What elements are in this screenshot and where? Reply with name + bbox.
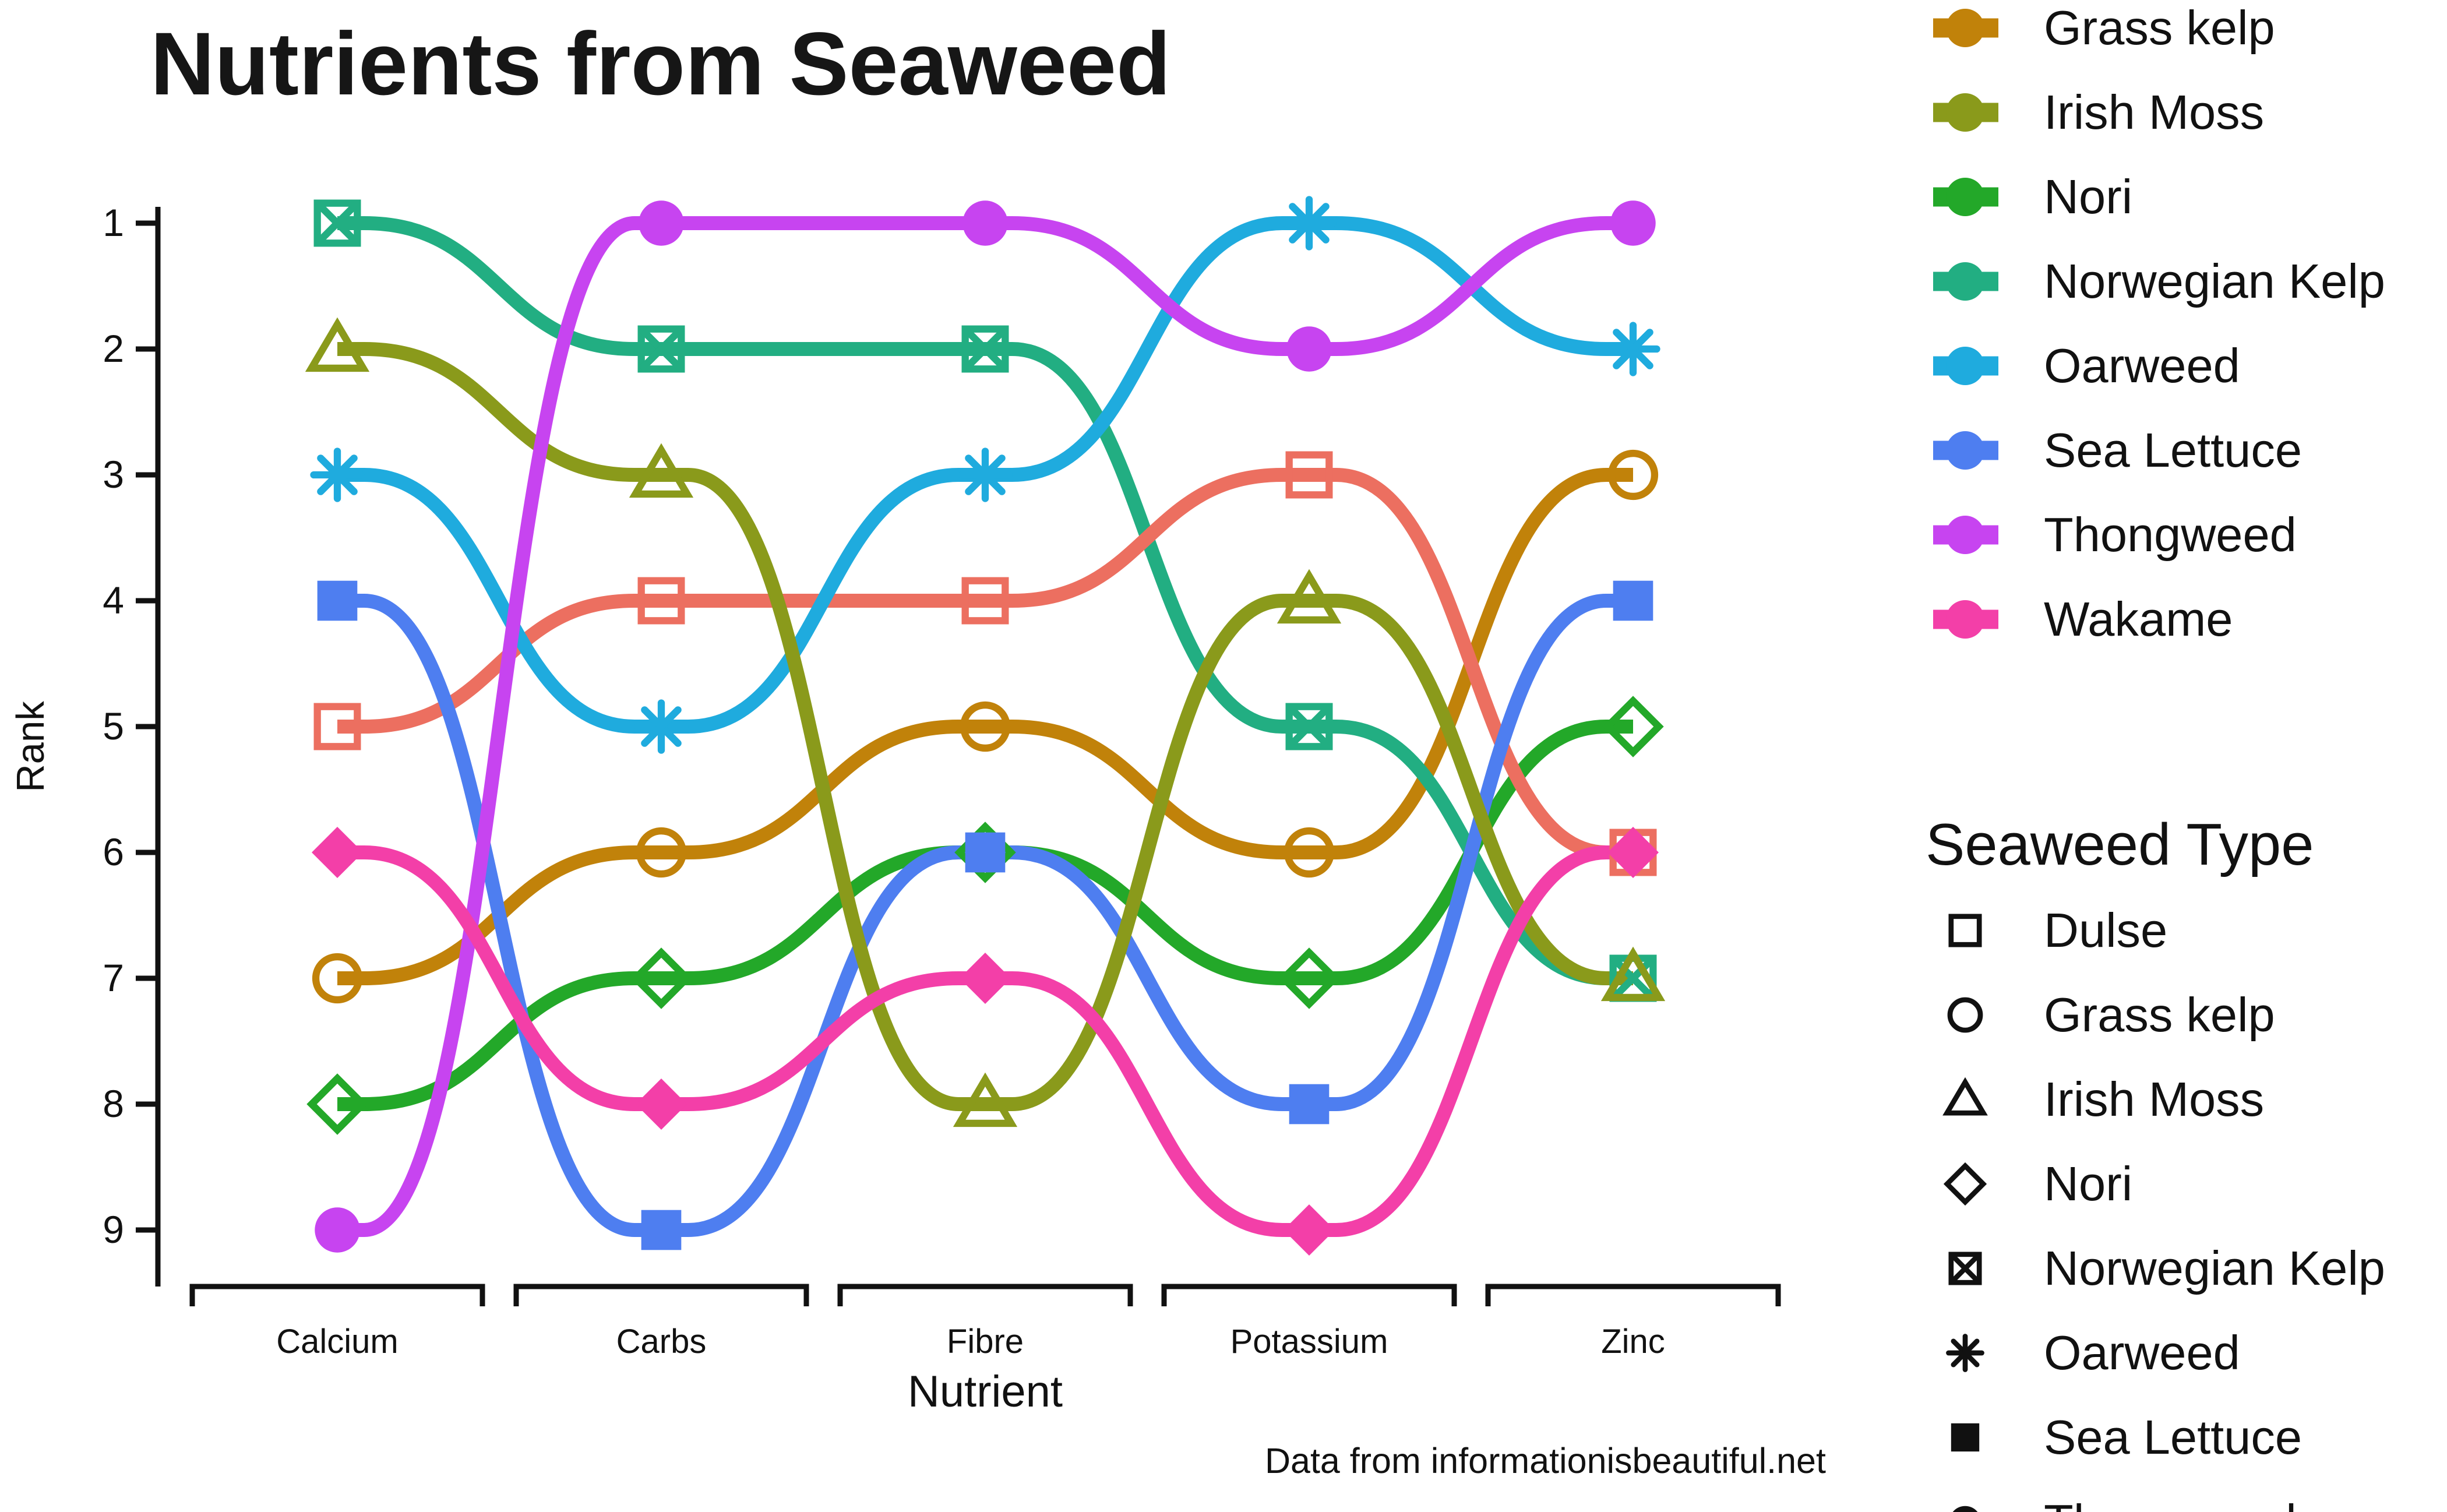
svg-text:Sea Lettuce: Sea Lettuce xyxy=(2044,1410,2302,1464)
svg-text:Calcium: Calcium xyxy=(276,1323,399,1361)
svg-text:Fibre: Fibre xyxy=(947,1323,1024,1361)
svg-text:Data from informationisbeautif: Data from informationisbeautiful.net xyxy=(1265,1441,1826,1481)
svg-text:Nutrients from Seaweed: Nutrients from Seaweed xyxy=(150,14,1170,114)
svg-text:Dulse: Dulse xyxy=(2044,903,2167,957)
svg-text:Nutrient: Nutrient xyxy=(908,1367,1063,1416)
svg-text:Seaweed Type: Seaweed Type xyxy=(1926,812,2314,877)
svg-text:7: 7 xyxy=(103,956,124,999)
svg-text:Rank: Rank xyxy=(9,701,52,792)
svg-text:Oarweed: Oarweed xyxy=(2044,339,2240,393)
svg-text:Oarweed: Oarweed xyxy=(2044,1326,2240,1380)
svg-text:4: 4 xyxy=(103,579,124,622)
svg-text:Nori: Nori xyxy=(2044,1157,2132,1211)
svg-text:Thongweed: Thongweed xyxy=(2044,1495,2297,1512)
svg-text:Norwegian Kelp: Norwegian Kelp xyxy=(2044,254,2385,308)
svg-text:Norwegian Kelp: Norwegian Kelp xyxy=(2044,1241,2385,1295)
svg-text:Irish Moss: Irish Moss xyxy=(2044,1072,2264,1126)
svg-text:Zinc: Zinc xyxy=(1601,1323,1665,1361)
svg-text:Irish Moss: Irish Moss xyxy=(2044,85,2264,139)
svg-text:Thongweed: Thongweed xyxy=(2044,507,2297,562)
svg-text:Nori: Nori xyxy=(2044,170,2132,224)
svg-text:3: 3 xyxy=(103,453,124,496)
svg-text:8: 8 xyxy=(103,1082,124,1125)
svg-text:9: 9 xyxy=(103,1208,124,1251)
svg-text:Sea Lettuce: Sea Lettuce xyxy=(2044,423,2302,477)
svg-text:Potassium: Potassium xyxy=(1230,1323,1388,1361)
svg-text:2: 2 xyxy=(103,327,124,370)
svg-text:1: 1 xyxy=(103,201,124,244)
svg-text:5: 5 xyxy=(103,704,124,748)
svg-text:Carbs: Carbs xyxy=(616,1323,707,1361)
svg-text:6: 6 xyxy=(103,830,124,873)
svg-text:Grass kelp: Grass kelp xyxy=(2044,1,2275,55)
svg-text:Wakame: Wakame xyxy=(2044,592,2233,646)
svg-text:Grass kelp: Grass kelp xyxy=(2044,988,2275,1042)
